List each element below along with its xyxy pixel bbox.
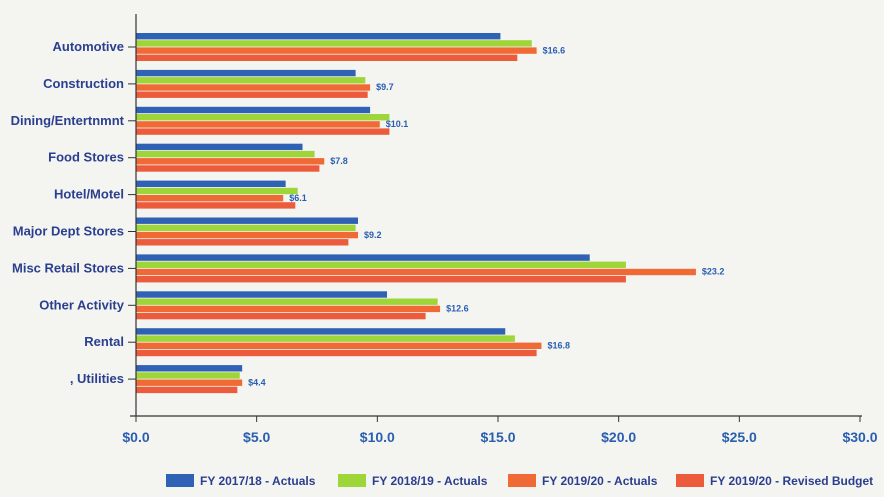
x-tick-label: $20.0	[601, 429, 636, 445]
x-tick-label: $30.0	[842, 429, 877, 445]
category-label: Food Stores	[48, 150, 124, 165]
category-label: Hotel/Motel	[54, 187, 124, 202]
bar-9-0	[136, 365, 243, 372]
data-label: $4.4	[248, 377, 266, 387]
legend-label: FY 2018/19 - Actuals	[372, 474, 488, 488]
bar-1-1	[136, 77, 366, 84]
bar-3-0	[136, 143, 303, 151]
bar-9-1	[136, 372, 240, 379]
bar-6-2	[136, 268, 696, 276]
bar-4-1	[136, 187, 298, 195]
bars-group	[136, 33, 696, 394]
x-tick-label: $15.0	[480, 429, 515, 445]
x-tick-label: $25.0	[722, 429, 757, 445]
bar-8-1	[136, 335, 515, 342]
bar-1-2	[136, 84, 371, 91]
legend-swatch	[166, 474, 194, 487]
data-label: $16.8	[547, 341, 570, 351]
bar-1-3	[136, 91, 368, 98]
bar-5-3	[136, 239, 349, 246]
x-tick-label: $0.0	[122, 429, 149, 445]
bar-4-0	[136, 180, 286, 187]
data-label: $23.2	[702, 267, 725, 277]
bar-8-3	[136, 349, 537, 357]
category-label: Automotive	[53, 39, 125, 54]
bar-7-0	[136, 291, 387, 298]
bar-2-0	[136, 106, 371, 114]
data-label: $9.2	[364, 230, 382, 240]
data-label: $6.1	[289, 193, 307, 203]
bar-6-0	[136, 254, 590, 261]
data-label: $12.6	[446, 304, 469, 314]
bar-2-1	[136, 114, 390, 121]
bar-0-3	[136, 54, 518, 61]
bar-0-0	[136, 33, 501, 40]
category-label: Misc Retail Stores	[12, 260, 124, 275]
category-label: Major Dept Stores	[13, 224, 124, 239]
bar-0-1	[136, 40, 532, 47]
bar-8-2	[136, 342, 542, 349]
data-label: $16.6	[543, 45, 566, 55]
legend-label: FY 2019/20 - Actuals	[542, 474, 658, 488]
legend-swatch	[338, 474, 366, 487]
bar-4-2	[136, 195, 284, 202]
bar-6-1	[136, 261, 626, 268]
bar-4-3	[136, 202, 296, 209]
bar-7-1	[136, 298, 438, 305]
data-label: $10.1	[386, 119, 409, 129]
bar-8-0	[136, 328, 506, 335]
x-tick-label: $5.0	[243, 429, 270, 445]
bar-5-2	[136, 231, 359, 239]
bar-7-2	[136, 305, 441, 313]
bar-5-1	[136, 224, 356, 232]
x-tick-label: $10.0	[360, 429, 395, 445]
category-label: , Utilities	[70, 371, 124, 386]
bar-3-1	[136, 150, 315, 158]
legend-swatch	[508, 474, 536, 487]
bar-3-2	[136, 158, 325, 165]
bar-9-3	[136, 386, 238, 394]
axes-group: Automotive $16.6 Construction $9.7 Dining/En…	[11, 14, 878, 445]
bar-1-0	[136, 69, 356, 77]
bar-5-0	[136, 217, 359, 224]
legend-label: FY 2017/18 - Actuals	[200, 474, 316, 488]
data-label: $7.8	[330, 156, 348, 166]
bar-9-2	[136, 379, 243, 386]
category-label: Construction	[43, 76, 124, 91]
data-label: $9.7	[376, 82, 394, 92]
bar-6-3	[136, 276, 626, 283]
legend-swatch	[676, 474, 704, 487]
bar-2-3	[136, 128, 390, 135]
bar-3-3	[136, 165, 320, 172]
legend: FY 2017/18 - Actuals FY 2018/19 - Actuals…	[166, 474, 873, 488]
category-label: Dining/Entertnmnt	[11, 113, 125, 128]
category-label: Other Activity	[39, 297, 125, 312]
legend-label: FY 2019/20 - Revised Budget	[710, 474, 873, 488]
category-label: Rental	[84, 334, 124, 349]
bar-0-2	[136, 47, 537, 54]
bar-7-3	[136, 312, 426, 320]
bar-2-2	[136, 121, 380, 128]
